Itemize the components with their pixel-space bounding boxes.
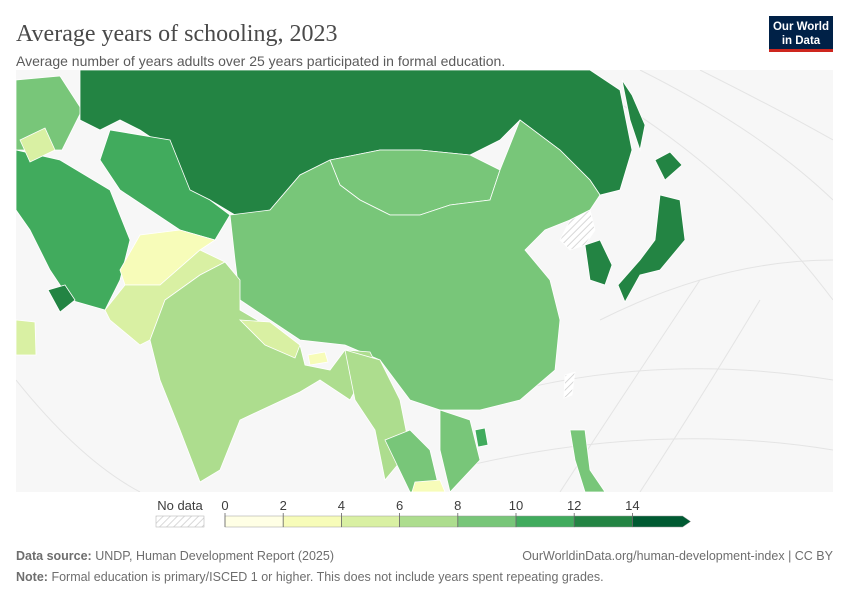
- logo-text: Our World: [773, 21, 829, 33]
- legend-tick-label: 10: [509, 498, 523, 513]
- legend: No data 0 2 4 6 8 10 12 14: [155, 498, 692, 528]
- country: [384, 429, 441, 492]
- country: [563, 371, 576, 399]
- legend-no-data-label: No data: [157, 498, 203, 513]
- country: [16, 75, 83, 151]
- country: [47, 284, 76, 313]
- country: [411, 479, 446, 492]
- legend-tick-label: 14: [625, 498, 639, 513]
- country: [16, 319, 37, 356]
- country: [654, 151, 683, 181]
- country: [584, 239, 613, 286]
- map: [16, 70, 833, 492]
- country: [238, 319, 301, 359]
- source-label: Data source:: [16, 549, 92, 563]
- logo-bar: [769, 49, 833, 52]
- legend-bin: [224, 515, 284, 528]
- legend-bin: [632, 515, 692, 528]
- title: Average years of schooling, 2023: [16, 21, 337, 47]
- legend-bin: [515, 515, 575, 528]
- legend-tick-label: 6: [396, 498, 403, 513]
- legend-tick-label: 0: [221, 498, 228, 513]
- country: [439, 409, 481, 492]
- legend-bin: [341, 515, 400, 528]
- legend-tick-label: 12: [567, 498, 581, 513]
- country: [474, 427, 489, 448]
- source-text: UNDP, Human Development Report (2025): [95, 549, 334, 563]
- country: [569, 429, 606, 492]
- countries: [16, 70, 686, 492]
- source: Data source: UNDP, Human Development Rep…: [16, 549, 334, 563]
- legend-bin: [399, 515, 459, 528]
- legend-tick-label: 8: [454, 498, 461, 513]
- subtitle: Average number of years adults over 25 y…: [16, 53, 505, 69]
- country: [307, 351, 329, 366]
- legend-no-data-swatch: [155, 515, 205, 528]
- country: [621, 79, 646, 152]
- legend-bin: [457, 515, 517, 528]
- note-label: Note:: [16, 570, 48, 584]
- legend-bin: [573, 515, 633, 528]
- logo-box: [769, 16, 833, 52]
- logo[interactable]: Our World in Data: [769, 16, 833, 52]
- note: Note: Formal education is primary/ISCED …: [16, 570, 604, 584]
- legend-bin: [282, 515, 342, 528]
- note-text: Formal education is primary/ISCED 1 or h…: [51, 570, 603, 584]
- country: [19, 127, 56, 163]
- country: [617, 194, 686, 303]
- logo-text: in Data: [782, 35, 821, 47]
- legend-tick-label: 2: [280, 498, 287, 513]
- country: [559, 209, 596, 251]
- legend-tick-label: 4: [338, 498, 345, 513]
- source-url[interactable]: OurWorldinData.org/human-development-ind…: [522, 549, 833, 563]
